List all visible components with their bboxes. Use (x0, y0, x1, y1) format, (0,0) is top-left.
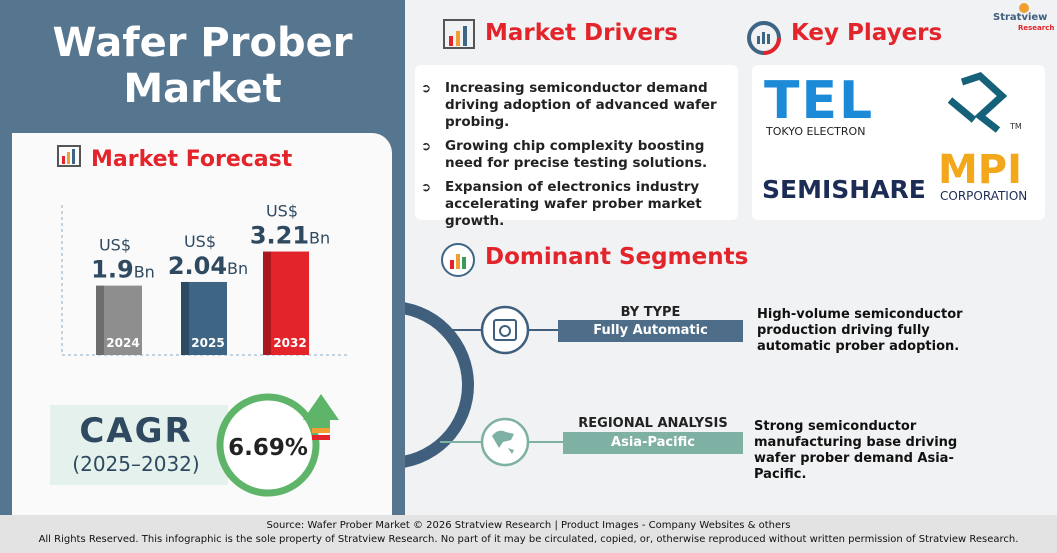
bar-side (263, 251, 271, 355)
bar-value-label: 3.21Bn (250, 222, 330, 250)
bar-year: 2024 (106, 336, 139, 350)
players-card: TEL TOKYO ELECTRON TM SEMISHARE MPI CORP… (752, 65, 1045, 220)
logo-tel: TEL (764, 71, 875, 131)
segment-label: Asia-Pacific (563, 432, 743, 454)
bar-currency: US$ (99, 236, 131, 255)
bar (271, 251, 309, 355)
footer-rights: All Rights Reserved. This infographic is… (38, 534, 1019, 545)
footer-source: Source: Wafer Prober Market © 2026 Strat… (266, 520, 791, 531)
footer: Source: Wafer Prober Market © 2026 Strat… (0, 515, 1057, 553)
driver-item: Expansion of electronics industry accele… (419, 179, 730, 230)
brand-name: Stratview (993, 12, 1048, 23)
logo-mark (947, 72, 1008, 133)
segments-title: Dominant Segments (485, 244, 749, 270)
logo-mpi-sub: CORPORATION (940, 189, 1028, 203)
brand-sub: Research (1018, 24, 1055, 32)
bar-unit: Bn (134, 263, 155, 282)
forecast-title: Market Forecast (91, 147, 293, 172)
cagr-box (50, 405, 228, 485)
drivers-title: Market Drivers (485, 20, 678, 46)
segment-label: Fully Automatic (558, 320, 743, 342)
forecast-chart: Market Forecast CAGR (2025–2032) 6.69% 2… (50, 145, 350, 497)
segment-description: High-volume semiconductor production dri… (757, 307, 963, 354)
bar-unit: Bn (227, 259, 248, 278)
main-title: Wafer Prober Market (0, 20, 405, 112)
segment-description: Strong semiconductor manufacturing base … (754, 419, 958, 482)
logo-semishare: SEMISHARE (762, 175, 926, 204)
bar-value: 3.21 (250, 222, 309, 250)
logo-mpi: MPI (938, 147, 1023, 193)
bar-currency: US$ (184, 232, 216, 251)
bar-side (181, 281, 189, 355)
bar-year: 2025 (191, 336, 224, 350)
bar-year: 2032 (273, 336, 306, 350)
cagr-label: CAGR (79, 411, 192, 451)
drivers-list: Increasing semiconductor demand driving … (415, 65, 738, 230)
bar (189, 281, 227, 355)
bar-unit: Bn (309, 229, 330, 248)
bar-value-label: 2.04Bn (168, 252, 248, 280)
bar-value-label: 1.9Bn (91, 256, 155, 284)
logo-tel-sub: TOKYO ELECTRON (766, 125, 866, 138)
bar-value: 1.9 (91, 256, 134, 284)
bar-currency: US$ (266, 202, 298, 221)
driver-item: Increasing semiconductor demand driving … (419, 80, 730, 131)
bar (104, 285, 142, 355)
driver-item: Growing chip complexity boosting need fo… (419, 138, 730, 172)
segment-heading: REGIONAL ANALYSIS (578, 416, 728, 431)
bar-side (96, 285, 104, 355)
logo-tm: TM (1010, 122, 1022, 131)
bar-value: 2.04 (168, 252, 227, 280)
cagr-period: (2025–2032) (72, 452, 199, 476)
segment-heading: BY TYPE (620, 305, 681, 320)
cagr-value: 6.69% (228, 435, 308, 461)
title-text: Wafer Prober Market (52, 20, 353, 112)
key-players-title: Key Players (791, 20, 943, 46)
drivers-card: Increasing semiconductor demand driving … (415, 65, 738, 229)
